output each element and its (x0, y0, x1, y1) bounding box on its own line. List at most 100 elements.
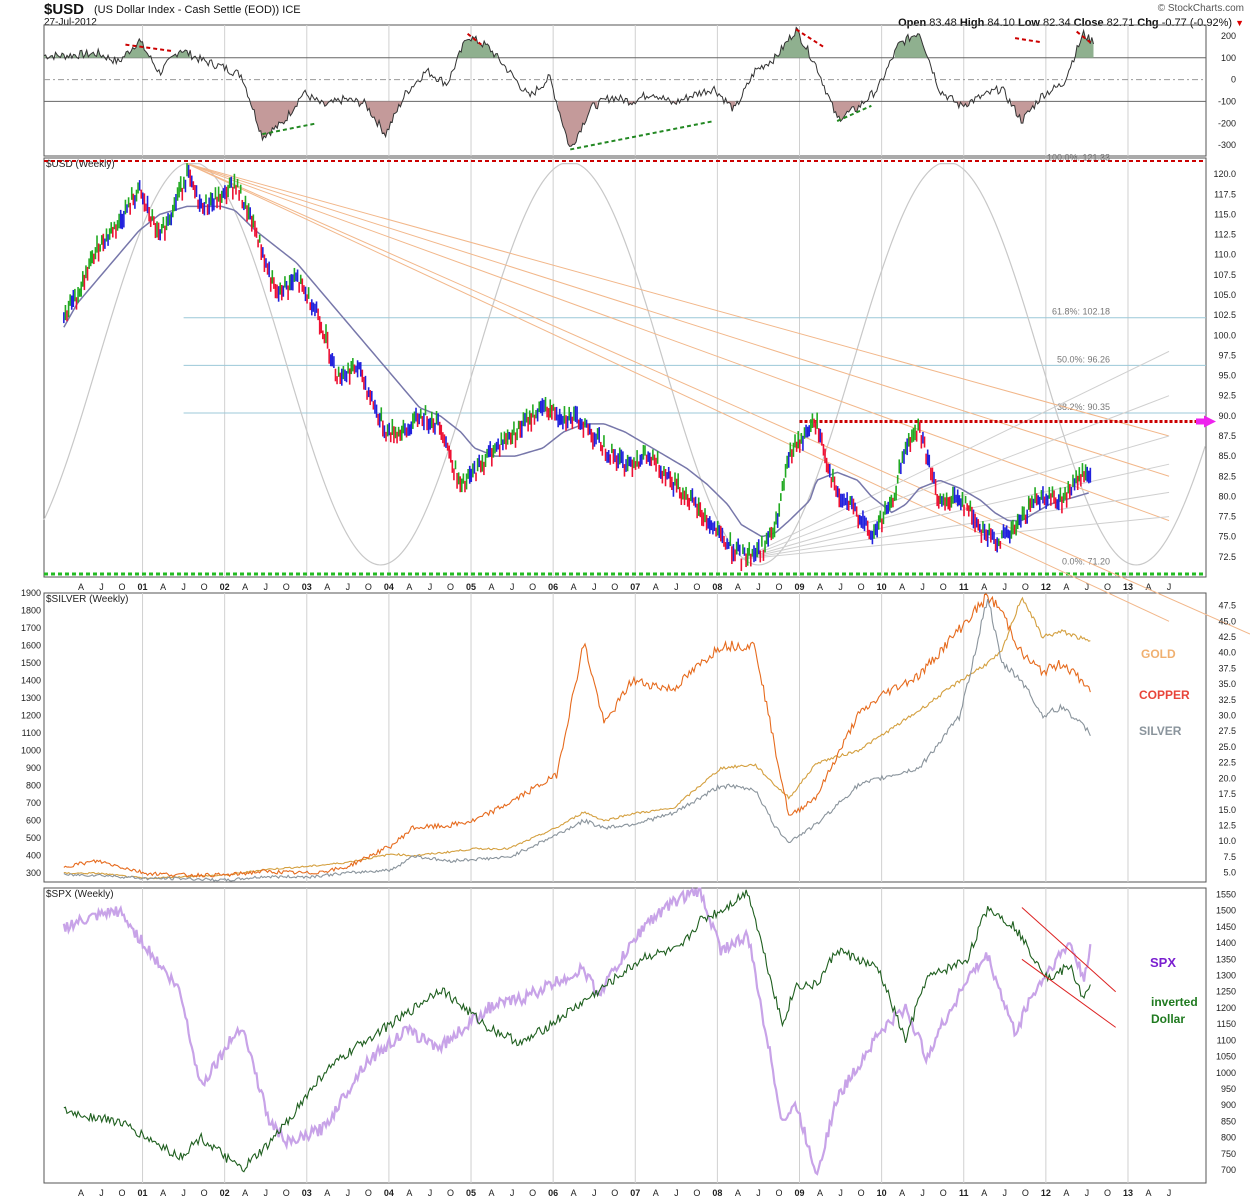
usd-y-tick: 102.5 (1213, 310, 1236, 320)
spx-x-axis-tick: A (78, 1188, 84, 1198)
chg-value: -0.77 (-0.92%) (1161, 17, 1233, 29)
chg-label: Chg (1137, 17, 1159, 29)
metals-y-tick-left: 1700 (21, 623, 41, 633)
metals-y-tick-right: 37.5 (1218, 663, 1236, 673)
usd-x-axis-tick: A (324, 582, 330, 592)
channel-lower-line (1021, 958, 1116, 1028)
legend-inverted: inverted (1151, 995, 1198, 1009)
osc-divergence-line (1014, 37, 1043, 44)
series-gold-line (63, 596, 1091, 880)
spx-x-axis-tick: J (1003, 1188, 1008, 1198)
metals-y-tick-right: 45.0 (1218, 616, 1236, 626)
fan-line (186, 163, 1170, 437)
spx-x-axis-tick: A (1146, 1188, 1152, 1198)
osc-divergence-line (1076, 30, 1091, 44)
usd-y-tick: 110.0 (1214, 250, 1236, 260)
usd-x-axis-tick: J (99, 582, 104, 592)
usd-y-tick: 95.0 (1218, 371, 1236, 381)
spx-x-axis-tick: A (981, 1188, 987, 1198)
spx-x-axis-tick: A (406, 1188, 412, 1198)
spx-x-axis-tick: J (263, 1188, 268, 1198)
osc-y-tick: 200 (1221, 31, 1236, 41)
spx-x-axis-tick: 10 (877, 1188, 887, 1198)
fan2-line (741, 463, 1170, 560)
usd-y-tick: 75.0 (1218, 532, 1236, 542)
usd-x-axis-tick: J (592, 582, 597, 592)
fan-line (186, 163, 1170, 522)
magenta-arrow-shaft (1196, 418, 1205, 425)
usd-x-axis-tick: J (181, 582, 186, 592)
spx-x-axis-tick: J (756, 1188, 761, 1198)
metals-y-tick-left: 400 (26, 851, 41, 861)
spx-y-tick: 1100 (1217, 1035, 1236, 1045)
spx-x-axis-tick: 03 (302, 1188, 312, 1198)
close-label: Close (1073, 17, 1104, 29)
metals-y-tick-left: 1500 (21, 658, 41, 668)
series-copper-line (63, 593, 1091, 878)
spx-y-tick: 700 (1221, 1165, 1236, 1175)
spx-x-axis-tick: 13 (1123, 1188, 1133, 1198)
usd-y-tick: 120.0 (1213, 169, 1236, 179)
fib-label: 50.0%: 96.26 (1057, 354, 1110, 364)
usd-y-tick: 90.0 (1218, 411, 1236, 421)
usd-x-axis-tick: 12 (1041, 582, 1051, 592)
spx-x-axis-tick: O (119, 1188, 126, 1198)
osc-line (43, 26, 1094, 147)
usd-y-tick: 105.0 (1213, 290, 1236, 300)
usd-x-axis-tick: A (78, 582, 84, 592)
fib-label: 38.2%: 90.35 (1057, 402, 1110, 412)
usd-x-axis-tick: O (693, 582, 700, 592)
metals-y-tick-left: 500 (26, 833, 41, 843)
metals-y-tick-left: 600 (26, 816, 41, 826)
spx-y-tick: 1550 (1216, 889, 1236, 899)
usd-x-axis-tick: O (1104, 582, 1111, 592)
spx-x-axis-tick: A (571, 1188, 577, 1198)
metals-y-tick-left: 800 (26, 781, 41, 791)
spx-x-axis-tick: 01 (138, 1188, 148, 1198)
fan2-line (741, 516, 1170, 560)
spx-y-tick: 1500 (1216, 906, 1236, 916)
spx-x-axis-tick: J (510, 1188, 515, 1198)
osc-overbought-fill (44, 27, 1094, 58)
spx-x-axis-tick: J (1085, 1188, 1090, 1198)
metals-y-tick-left: 1100 (22, 728, 41, 738)
series-spx-line (62, 886, 1092, 1176)
spx-x-axis-tick: J (1167, 1188, 1172, 1198)
cycle-curve (43, 163, 1206, 566)
spx-x-axis-tick: O (447, 1188, 454, 1198)
usd-x-axis-tick: A (817, 582, 823, 592)
usd-x-axis-tick: O (283, 582, 290, 592)
fan2-line (741, 491, 1170, 560)
usd-x-axis-tick: 06 (548, 582, 558, 592)
open-label: Open (898, 17, 927, 29)
usd-x-axis-tick: O (119, 582, 126, 592)
series-silver-line (63, 598, 1091, 882)
channel-upper-line (1021, 907, 1117, 993)
spx-y-tick: 800 (1221, 1133, 1236, 1143)
usd-x-axis-tick: A (653, 582, 659, 592)
usd-x-axis-tick: O (775, 582, 782, 592)
spx-x-axis-tick: O (1022, 1188, 1029, 1198)
spx-y-tick: 1400 (1216, 938, 1236, 948)
usd-y-tick: 80.0 (1218, 491, 1236, 501)
spx-x-axis-tick: J (920, 1188, 925, 1198)
metals-y-tick-left: 1900 (21, 588, 41, 598)
usd-x-axis-tick: 04 (384, 582, 394, 592)
spx-x-axis-tick: 08 (712, 1188, 722, 1198)
usd-x-axis-tick: A (899, 582, 905, 592)
metals-y-tick-right: 30.0 (1218, 711, 1236, 721)
usd-price-bars (63, 163, 1092, 572)
spx-y-tick: 1150 (1217, 1019, 1236, 1029)
metals-y-tick-right: 25.0 (1218, 742, 1236, 752)
usd-x-axis-tick: 05 (466, 582, 476, 592)
panel-frame-spx (43, 887, 1207, 1184)
high-value: 84.10 (987, 17, 1015, 29)
spx-x-axis-tick: J (592, 1188, 597, 1198)
metals-y-tick-right: 7.5 (1223, 852, 1236, 862)
spx-x-axis-tick: A (1063, 1188, 1069, 1198)
spx-x-axis-tick: O (775, 1188, 782, 1198)
usd-y-tick: 77.5 (1218, 512, 1236, 522)
osc-y-tick: -300 (1218, 140, 1236, 150)
usd-x-axis-tick: A (489, 582, 495, 592)
